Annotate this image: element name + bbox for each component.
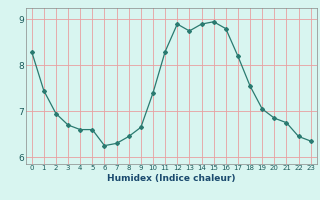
X-axis label: Humidex (Indice chaleur): Humidex (Indice chaleur) xyxy=(107,174,236,183)
